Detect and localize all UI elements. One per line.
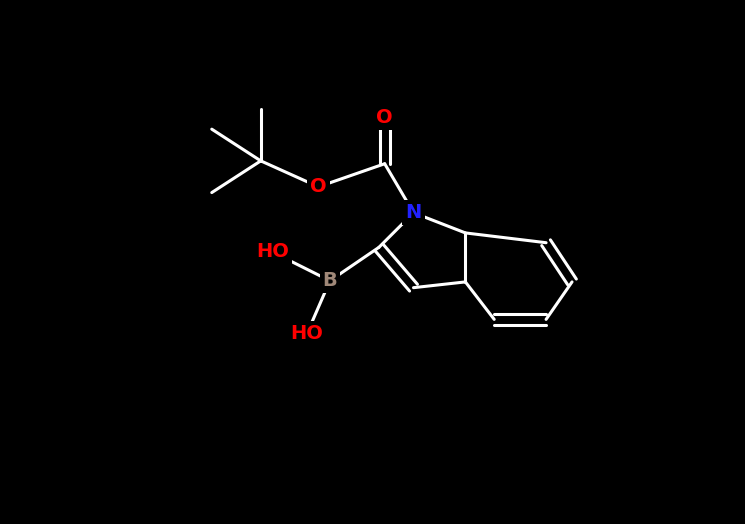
Text: HO: HO (256, 243, 289, 261)
Text: O: O (310, 177, 327, 196)
Text: B: B (323, 271, 337, 290)
Text: HO: HO (291, 324, 323, 343)
Text: N: N (405, 203, 422, 222)
Text: O: O (376, 108, 393, 127)
